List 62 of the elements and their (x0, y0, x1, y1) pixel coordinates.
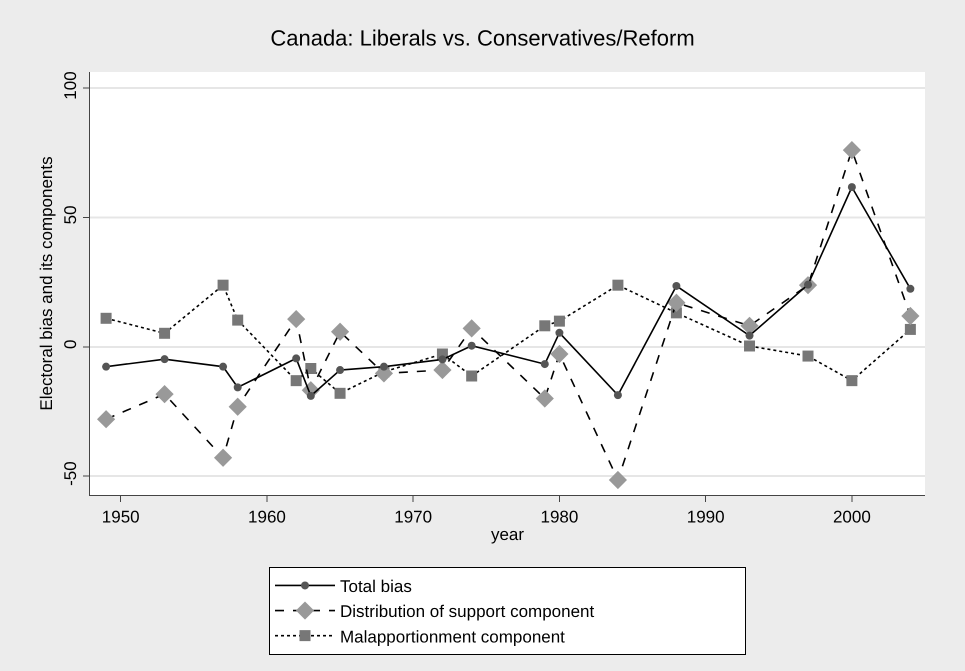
point (234, 383, 242, 392)
point (468, 342, 476, 350)
point (540, 360, 549, 368)
chart-title: Canada: Liberals vs. Conservatives/Reform (270, 26, 695, 51)
y-axis-title: Electoral bias and its components (36, 156, 56, 411)
x-tick-label: 1980 (540, 507, 578, 526)
point (901, 306, 920, 326)
point (746, 332, 754, 340)
point (100, 312, 112, 324)
y-tick-label: -50 (61, 461, 80, 486)
point (539, 320, 550, 332)
point (160, 355, 169, 364)
point (228, 398, 247, 416)
point (102, 362, 110, 371)
legend-label: Distribution of support component (340, 602, 594, 622)
y-tick-label: 0 (61, 339, 80, 349)
point (612, 280, 624, 291)
x-tick-label: 2000 (832, 507, 871, 526)
point (848, 183, 856, 192)
point (744, 340, 756, 352)
point (555, 328, 564, 337)
point (214, 448, 232, 467)
point (330, 322, 350, 341)
legend-label: Malapportionment component (340, 627, 566, 646)
y-tick-label: 50 (61, 205, 80, 224)
point (96, 410, 116, 428)
point (904, 324, 916, 335)
point (667, 294, 686, 312)
point (842, 141, 861, 160)
point (672, 282, 680, 290)
legend-label: Total bias (340, 577, 412, 596)
point (218, 280, 229, 291)
point (438, 355, 446, 364)
point (846, 375, 858, 386)
point (159, 328, 170, 339)
point (462, 319, 481, 338)
point (466, 370, 478, 382)
y-tick-label: 100 (61, 71, 80, 100)
x-tick-label: 1950 (102, 507, 140, 526)
point (232, 314, 244, 326)
point (290, 375, 302, 386)
point (305, 362, 316, 374)
point (334, 388, 346, 399)
point (287, 310, 306, 328)
point (380, 362, 388, 371)
point (306, 392, 315, 400)
point (550, 344, 569, 364)
point (155, 385, 174, 404)
point (219, 362, 228, 371)
x-tick-label: 1960 (248, 507, 286, 526)
point (433, 360, 452, 380)
point (906, 284, 914, 293)
x-tick-label: 1970 (394, 507, 432, 526)
x-tick-label: 1990 (686, 507, 725, 526)
point (554, 316, 565, 327)
x-axis-title: year (490, 524, 524, 544)
point (292, 354, 300, 362)
point (608, 470, 628, 490)
point (802, 350, 814, 362)
point (614, 391, 622, 400)
point (336, 366, 344, 374)
point (536, 389, 554, 408)
